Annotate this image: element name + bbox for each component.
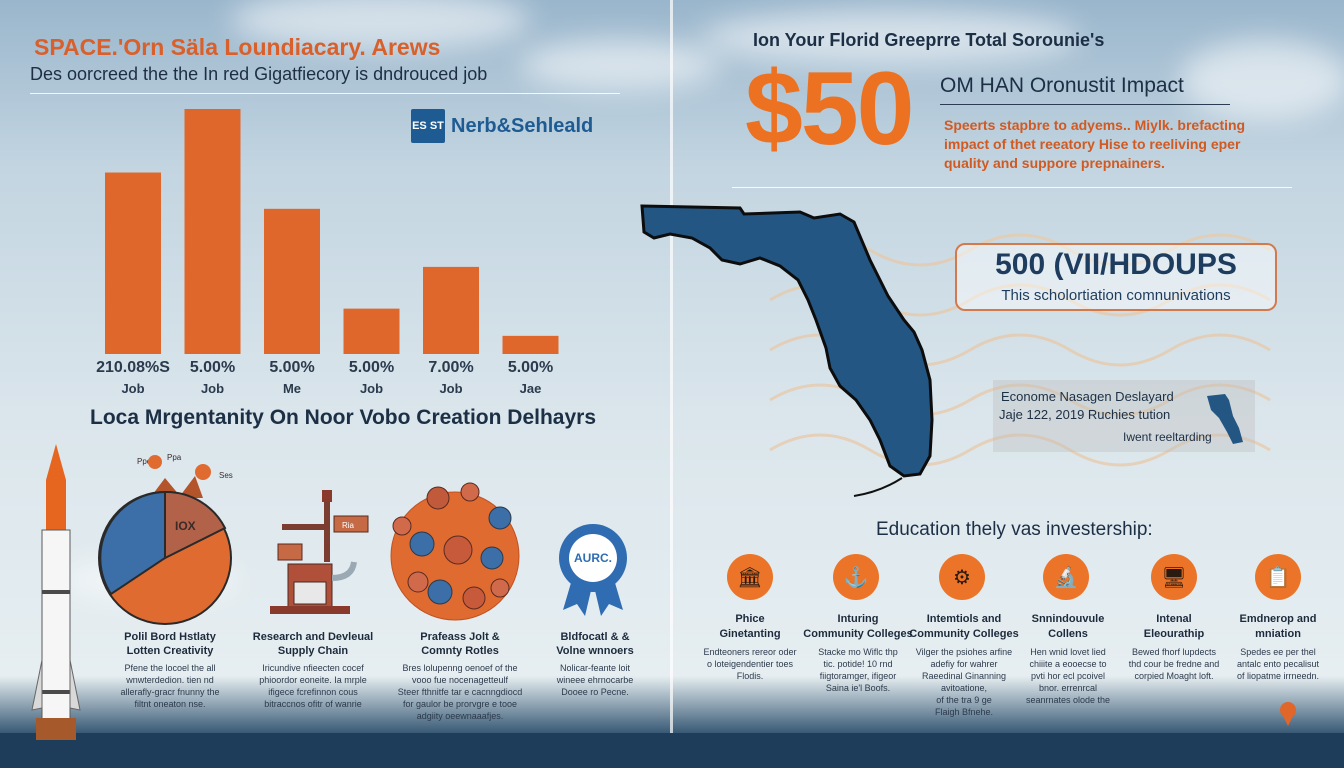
gear-icon: ⚙ [939, 554, 985, 600]
section-rule [732, 187, 1292, 188]
pill-number: 500 (VII/HDOUPS [995, 248, 1237, 281]
pie-chart-illustration: IOX Ppe Ppa Ses [98, 453, 233, 625]
education-heading: Education thely vas investership: [876, 519, 1153, 540]
location-pin-icon [1280, 702, 1296, 726]
econ-subtitle: Iwent reeltarding [1123, 430, 1212, 444]
cog-label: Ppe [137, 457, 152, 466]
bar [264, 208, 320, 354]
florida-map [640, 204, 934, 497]
edu-item-desc: Endteoners rereor oder o loteigendentier… [703, 647, 797, 681]
logo-text: Nerb&Sehleald [451, 114, 594, 137]
clipboard-icon: 📋 [1255, 554, 1301, 600]
section-heading: Loca Mrgentanity On Noor Vobo Creation D… [90, 406, 597, 429]
pie-center-label: IOX [175, 519, 196, 533]
bar [184, 109, 241, 354]
edu-item-title: Inturing Community Colleges [803, 613, 913, 640]
item-desc: Iricundive nfieecten cocef phioordor eon… [259, 663, 367, 709]
pill-subtitle: This scholortiation comnunivations [1001, 287, 1231, 304]
edu-item-desc: Vilger the psiohes arfine adefiy for wah… [915, 647, 1013, 717]
stat-pill: 500 (VII/HDOUPS This scholortiation comn… [955, 243, 1277, 311]
title-rule [30, 93, 620, 94]
impact-rule [940, 104, 1230, 105]
building-icon: 🏛 [727, 554, 773, 600]
cog-label: Ses [219, 471, 233, 480]
bar [343, 308, 400, 354]
edu-item-desc: Hen wnid lovet lied chiiite a eooecse to… [1025, 647, 1111, 705]
bar [502, 335, 559, 354]
item-title: Research and Devleual Supply Chain [252, 631, 374, 657]
cloud [230, 0, 530, 50]
panel-divider [670, 0, 673, 740]
edu-item-desc: Bewed fhorf lupdects thd cour be fredne … [1128, 647, 1220, 681]
logo-mark: ES ST [411, 109, 445, 143]
bar-value-label: 5.00% [507, 359, 554, 376]
economic-update-card: Econome Nasagen Deslayard Jaje 122, 2019… [993, 380, 1255, 452]
item-title: Polil Bord Hstlaty Lotten Creativity [124, 631, 216, 657]
supply-chain-illustration: Ria [270, 490, 369, 614]
bar-value-label: 5.00% [348, 359, 395, 376]
item-desc: Pfene the locoel the all wnwterdedion. t… [120, 663, 220, 709]
edu-item-title: Phice Ginetanting [719, 613, 781, 640]
edu-item-desc: Stacke mo Wiflc thp tic. potide! 10 rnd … [818, 647, 898, 693]
left-subtitle: Des oorcreed the the In red Gigatfiecory… [30, 64, 488, 84]
computer-icon: 🖥 [1151, 554, 1197, 600]
bar-value-label: 5.00% [189, 359, 236, 376]
bar-category-label: Job [439, 381, 463, 396]
impact-description: Speerts stapbre to adyems.. Miylk. brefa… [944, 117, 1246, 171]
edu-item-title: Intemtiols and Community Colleges [909, 613, 1019, 640]
bar-category-label: Job [200, 381, 225, 396]
badge-label: AURC. [574, 551, 612, 565]
mini-map-icon [1207, 394, 1243, 444]
edu-item-desc: Spedes ee per thel antalc ento pecalisut… [1236, 647, 1320, 681]
bar [105, 172, 161, 354]
award-badge-icon: AURC. [559, 524, 627, 616]
item-desc: Bres lolupenng oenoef of the vooo fue no… [397, 663, 523, 721]
edu-item-title: Snnindouvule Collens [1031, 613, 1105, 640]
cloud [700, 10, 1080, 65]
econ-title: Econome Nasagen Deslayard [1001, 389, 1174, 404]
item-title: Bldfocatl & & Volne wnnoers [556, 631, 634, 657]
sign-label: Ria [342, 521, 355, 530]
job-bar-chart [105, 109, 559, 354]
item-desc: Nolicar-feante loit wineee ehrnocarbe Do… [556, 663, 634, 697]
bar-value-label: 7.00% [428, 359, 474, 376]
left-title: SPACE.'Orn Säla Loundiacary. Arews [34, 34, 441, 60]
big-number: $50 [745, 51, 915, 167]
econ-date: Jaje 122, 2019 Ruchies tution [999, 407, 1171, 422]
cloud [520, 40, 720, 90]
bar-value-label: 210.08%S [96, 359, 170, 376]
bar-value-label: 5.00% [269, 359, 315, 376]
bar [423, 266, 479, 354]
item-title: Prafeass Jolt & Comnty Rotles [420, 631, 500, 657]
sponsor-logo: ES ST Nerb&Sehleald [411, 109, 593, 143]
bar-category-label: Job [359, 381, 384, 396]
cloud [1180, 40, 1344, 120]
right-heading: Ion Your Florid Greeprre Total Sorounie'… [753, 30, 1105, 50]
edu-item-title: Emdnerop and mniation [1239, 613, 1317, 640]
impact-title: OM HAN Oronustit Impact [940, 74, 1184, 97]
bar-category-label: Job [121, 381, 145, 396]
rocket-illustration [31, 444, 81, 740]
edu-item-title: Intenal Eleourathip [1143, 613, 1205, 640]
community-network-illustration [390, 482, 520, 621]
microscope-icon: 🔬 [1043, 554, 1089, 600]
ground-strip [0, 733, 1344, 768]
bar-category-label: Me [282, 381, 302, 396]
anchor-icon: ⚓ [833, 554, 879, 600]
cog-label: Ppa [167, 453, 182, 462]
bar-category-label: Jae [519, 381, 542, 396]
